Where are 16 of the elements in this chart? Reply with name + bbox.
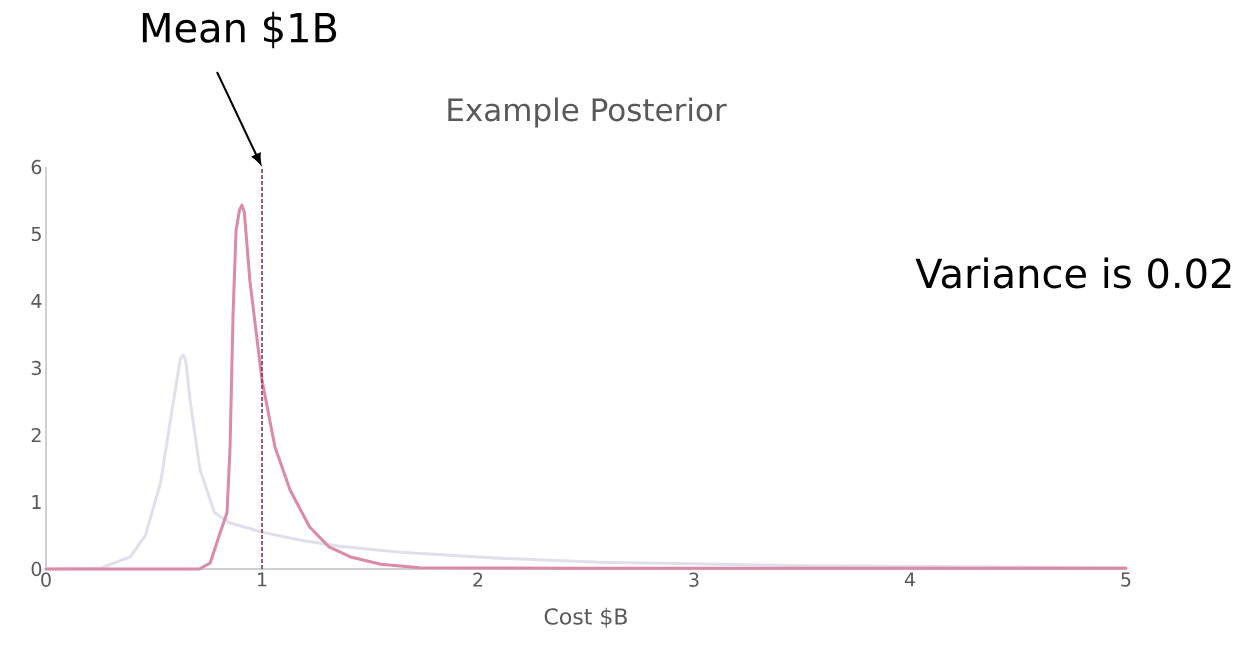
x-tick-label: 1 xyxy=(258,572,267,587)
y-tick-label: 5 xyxy=(31,226,41,242)
annotation: Variance is 0.02 xyxy=(915,257,1231,289)
y-tick-label: 4 xyxy=(31,294,42,308)
y-tick-label: 0 xyxy=(31,561,42,577)
x-tick-label: 5 xyxy=(1121,572,1131,587)
x-tick-label: 3 xyxy=(689,572,699,587)
chart-title: Example Posterior xyxy=(448,97,727,128)
y-tick-label: 1 xyxy=(32,495,41,509)
x-axis-title: Cost $B xyxy=(544,607,627,628)
y-tick-label: 6 xyxy=(31,159,42,175)
y-tick-label: 3 xyxy=(31,360,41,376)
y-tick-label: 2 xyxy=(31,427,41,443)
x-tick-label: 2 xyxy=(473,572,483,587)
annotation: Mean $1B xyxy=(142,11,337,49)
x-tick-label: 4 xyxy=(904,572,915,587)
